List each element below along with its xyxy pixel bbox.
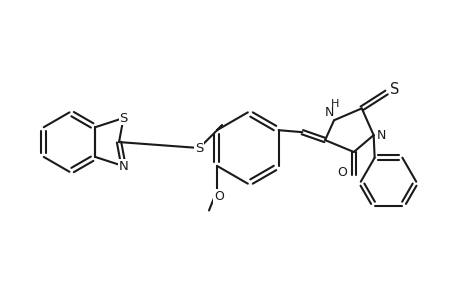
Text: S: S: [119, 112, 128, 124]
Text: O: O: [213, 190, 224, 203]
Text: S: S: [389, 82, 398, 97]
Text: N: N: [376, 129, 386, 142]
Text: H: H: [330, 99, 338, 110]
Text: S: S: [195, 142, 203, 154]
Text: N: N: [118, 160, 128, 172]
Text: O: O: [336, 166, 346, 179]
Text: N: N: [324, 106, 333, 119]
